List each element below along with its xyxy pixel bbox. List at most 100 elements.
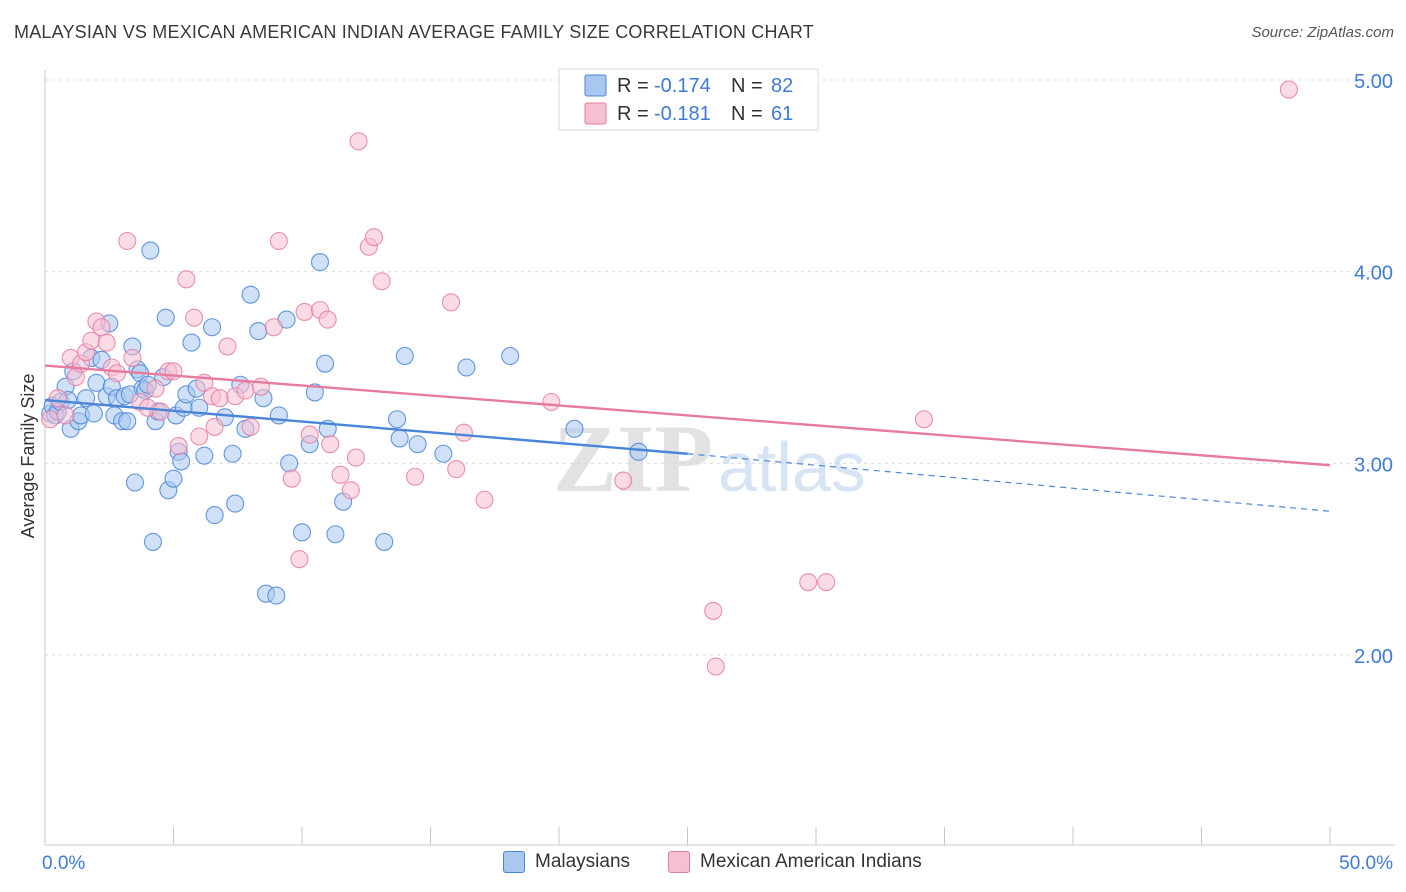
legend-label-mexican-american-indians: Mexican American Indians (700, 851, 922, 872)
point-series1-62 (1279, 80, 1298, 99)
point-series0-75 (408, 435, 427, 454)
point-series1-27 (205, 417, 224, 436)
point-series0-52 (223, 444, 242, 463)
point-series1-35 (269, 231, 288, 251)
point-series0-48 (195, 446, 214, 465)
point-series1-31 (236, 381, 255, 400)
watermark-atlas: atlas (718, 428, 866, 506)
point-series0-26 (125, 473, 144, 492)
point-series1-18 (151, 402, 170, 421)
point-series1-52 (447, 460, 466, 479)
point-series1-24 (190, 427, 209, 446)
point-series0-74 (395, 346, 414, 366)
stats-legend: R = -0.174 N = 82 R = -0.181 N = 61 (558, 68, 819, 131)
point-series0-49 (203, 318, 222, 337)
stats-r-label-1: R = (617, 103, 649, 125)
point-series0-69 (326, 525, 345, 544)
point-series0-73 (390, 429, 409, 448)
point-series0-13 (84, 404, 103, 423)
point-series0-23 (118, 412, 137, 431)
point-series1-49 (372, 272, 391, 291)
tick-labels: 2.00 3.00 4.00 5.00 0.0% 50.0% (42, 71, 1393, 874)
point-series1-37 (290, 550, 309, 569)
point-series1-58 (706, 657, 725, 676)
stats-r-value-1: -0.181 (654, 103, 711, 125)
point-series1-9 (92, 318, 111, 337)
point-series1-54 (475, 490, 494, 509)
x-tick-label-max: 50.0% (1339, 853, 1393, 874)
point-series0-53 (226, 494, 245, 513)
point-series1-10 (97, 333, 116, 352)
legend-swatch-pink (668, 851, 690, 873)
point-series1-1 (48, 389, 67, 408)
point-series1-55 (542, 392, 561, 412)
point-series0-32 (141, 241, 160, 260)
point-series1-59 (799, 573, 818, 592)
stats-r-value-0: -0.174 (654, 75, 711, 97)
point-series0-81 (269, 406, 288, 425)
y-tick-label-2: 4.00 (1354, 263, 1393, 285)
point-series1-43 (331, 465, 350, 484)
stats-r-label-0: R = (617, 75, 649, 97)
point-series0-42 (172, 452, 191, 471)
point-series1-12 (107, 364, 127, 383)
stats-n-value-1: 61 (771, 103, 793, 125)
point-series1-29 (218, 337, 237, 356)
point-series1-42 (321, 435, 340, 454)
point-series1-32 (241, 417, 260, 436)
stats-swatch-1 (584, 102, 607, 125)
point-series1-56 (614, 471, 633, 490)
legend-item-malaysians: Malaysians (503, 851, 630, 873)
point-series0-78 (501, 346, 520, 366)
source-label: Source: ZipAtlas.com (1251, 24, 1394, 41)
point-series1-21 (169, 437, 188, 456)
y-tick-label-3: 5.00 (1354, 71, 1393, 93)
trend-extension-series0 (687, 453, 1331, 512)
points-layer (41, 80, 1298, 676)
point-series1-34 (264, 318, 283, 337)
point-series0-33 (143, 532, 162, 551)
stats-n-value-0: 82 (771, 75, 793, 97)
point-series1-48 (364, 228, 384, 247)
point-series0-39 (164, 469, 183, 488)
point-series0-80 (629, 442, 648, 461)
y-tick-label-1: 3.00 (1354, 454, 1393, 476)
x-tick-label-min: 0.0% (42, 853, 85, 874)
point-series0-56 (241, 285, 260, 304)
point-series0-77 (457, 358, 476, 377)
chart-title: MALAYSIAN VS MEXICAN AMERICAN INDIAN AVE… (14, 22, 814, 42)
point-series1-41 (318, 310, 337, 329)
point-series1-13 (118, 231, 137, 251)
point-series1-28 (210, 389, 229, 408)
point-series1-51 (442, 293, 461, 312)
legend-label-malaysians: Malaysians (535, 851, 631, 872)
point-series1-0 (41, 410, 60, 429)
point-series1-61 (914, 410, 933, 429)
point-series1-57 (704, 601, 723, 620)
point-series1-50 (406, 467, 425, 486)
point-series1-14 (123, 348, 142, 367)
watermark: ZIP atlas (553, 405, 866, 512)
point-series1-17 (146, 379, 165, 398)
point-series1-53 (454, 423, 473, 442)
point-series0-45 (182, 333, 201, 352)
point-series1-20 (164, 362, 183, 381)
point-series1-2 (56, 406, 75, 425)
point-series0-60 (267, 586, 286, 605)
y-axis-label: Average Family Size (18, 374, 38, 539)
legend-item-mexican-american-indians: Mexican American Indians (668, 851, 922, 873)
point-series1-46 (349, 132, 368, 151)
point-series1-44 (341, 481, 360, 500)
grid-layer (45, 79, 1395, 656)
point-series0-76 (434, 444, 453, 463)
point-series0-57 (249, 322, 268, 341)
point-series1-23 (185, 308, 204, 327)
point-series1-36 (282, 469, 301, 488)
point-series1-60 (817, 573, 836, 592)
stats-n-label-1: N = (731, 103, 763, 125)
stats-n-label-0: N = (731, 75, 763, 97)
point-series1-39 (300, 425, 319, 444)
point-series0-67 (316, 354, 335, 373)
trend-line-series0 (44, 398, 688, 455)
